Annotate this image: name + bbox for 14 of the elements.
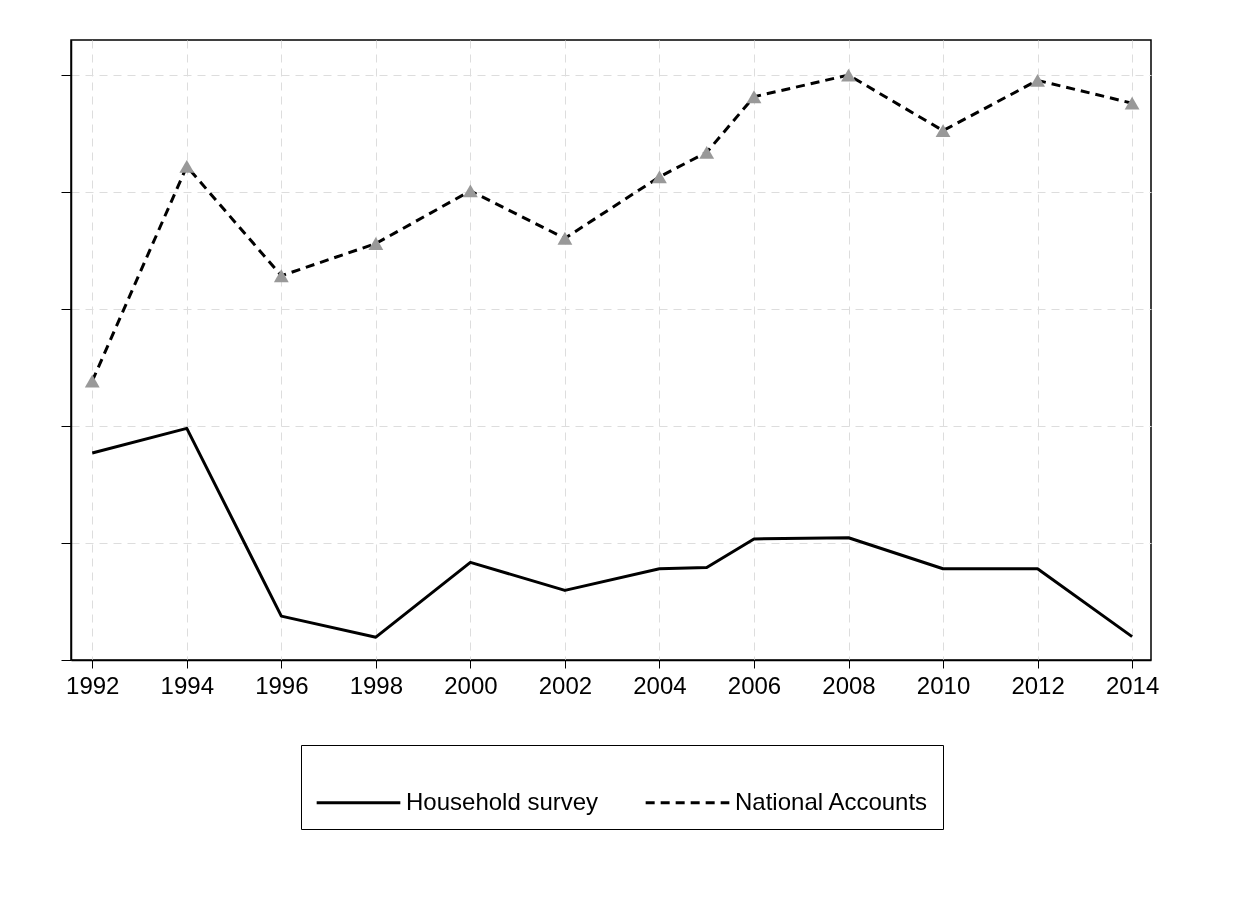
x-tick-label: 2000 [444,671,498,699]
x-tick-label: 2010 [916,671,971,699]
x-tick-label: 1996 [255,671,309,699]
x-tick-label: 1998 [349,671,404,699]
x-tick-label: 2014 [1105,671,1160,699]
legend-label: Household survey [406,787,599,815]
x-tick-label: 2002 [538,671,593,699]
x-tick-label: 2006 [727,671,782,699]
legend-label: National Accounts [735,787,928,815]
x-tick-label: 1992 [66,671,120,699]
x-tick-label: 2004 [633,671,687,699]
x-tick-label: 2008 [822,671,876,699]
x-tick-label: 2012 [1011,671,1065,699]
x-tick-label: 1994 [160,671,214,699]
